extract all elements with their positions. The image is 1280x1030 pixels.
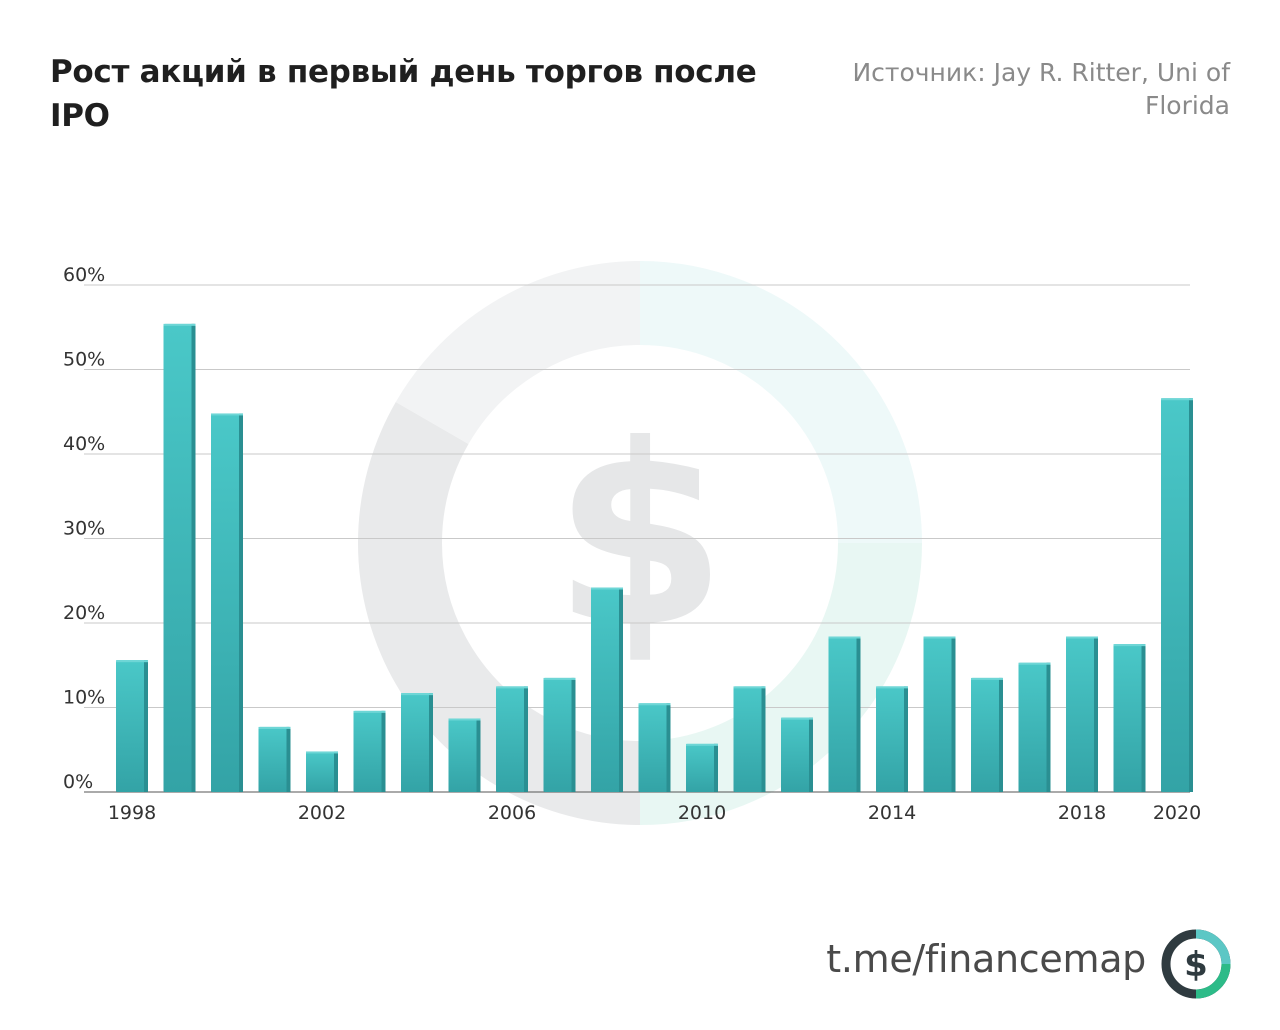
y-tick-label: 30%	[63, 518, 105, 540]
telegram-link[interactable]: t.me/financemap	[826, 937, 1146, 981]
y-tick-label: 50%	[63, 349, 105, 371]
bar	[971, 677, 1003, 792]
bar	[116, 660, 148, 792]
x-tick-label: 2006	[488, 802, 536, 824]
y-tick-label: 20%	[63, 602, 105, 624]
source-note: Источник: Jay R. Ritter, Uni of Florida	[852, 58, 1230, 120]
x-tick-label: 2018	[1058, 802, 1106, 824]
bar	[258, 726, 291, 792]
x-tick-label: 2020	[1153, 802, 1201, 824]
bar	[543, 677, 576, 792]
bar	[781, 717, 813, 792]
bar	[1113, 644, 1146, 792]
bar	[1161, 398, 1193, 792]
x-tick-label: 2002	[298, 802, 346, 824]
x-tick-label: 1998	[108, 802, 156, 824]
x-axis-labels: 1998 2002 2006 2010 2014 2018 2020	[108, 802, 1201, 824]
y-tick-label: 60%	[63, 264, 105, 286]
y-tick-label: 0%	[63, 771, 93, 793]
bar	[638, 703, 671, 792]
bar	[496, 686, 528, 792]
bar	[211, 413, 243, 792]
bar	[686, 743, 718, 792]
y-tick-label: 10%	[63, 687, 105, 709]
bar	[353, 710, 386, 792]
bar	[448, 718, 481, 792]
finance-logo-icon: $	[1161, 929, 1231, 999]
logo-glyph: $	[1184, 945, 1208, 985]
watermark-dollar-glyph: $	[553, 391, 727, 682]
bar	[1018, 662, 1051, 792]
watermark-ring-segment	[639, 261, 922, 544]
chart-title: Рост акций в первый день торгов после IP…	[50, 54, 757, 134]
gridlines	[84, 284, 1190, 793]
bar	[401, 693, 433, 792]
watermark-ring-segment	[395, 261, 641, 445]
bar-chart: $ 0% 10% 20% 30% 40% 50% 60% 1998 2002 2006 2010 2…	[63, 261, 1201, 825]
bar	[306, 751, 338, 792]
bar	[733, 686, 766, 792]
bars	[116, 323, 1193, 792]
y-axis-labels: 0% 10% 20% 30% 40% 50% 60%	[63, 264, 105, 793]
bar	[1066, 636, 1098, 792]
bar	[591, 587, 623, 792]
bar	[876, 686, 908, 792]
bar	[923, 636, 956, 792]
x-tick-label: 2010	[678, 802, 726, 824]
y-tick-label: 40%	[63, 433, 105, 455]
x-tick-label: 2014	[868, 802, 916, 824]
bar	[163, 323, 196, 792]
bar	[828, 636, 861, 792]
